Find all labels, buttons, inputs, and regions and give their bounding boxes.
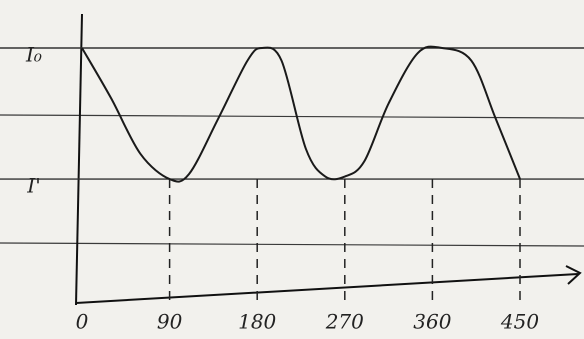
x-tick-label: 270 [325,310,364,334]
x-tick-label: 450 [500,310,539,334]
x-tick-label: 360 [413,310,451,334]
y-tick-label: I₀ [25,43,42,67]
y-axis [76,14,82,305]
y-tick-label: I' [26,174,40,198]
paper-line [0,115,584,118]
chart: I₀ I' 0 90 180 270 360 450 [0,0,584,339]
paper-line [0,243,584,246]
intensity-curve [82,47,520,182]
x-axis [76,274,578,303]
x-tick-label: 90 [157,310,183,334]
x-tick-label: 180 [238,310,276,334]
x-tick-label: 0 [76,310,89,334]
